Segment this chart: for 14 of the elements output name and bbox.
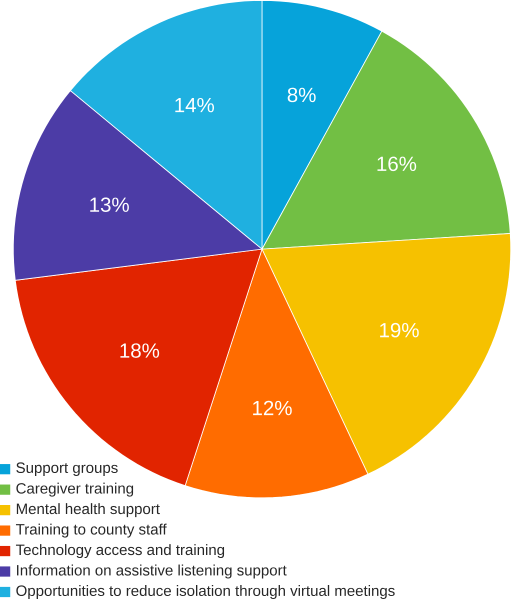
data-label: 19% — [380, 322, 419, 338]
data-label: 13% — [90, 197, 129, 212]
data-label: 14% — [175, 98, 214, 112]
legend-label: Support groups — [16, 462, 118, 476]
legend-label: Technology access and training — [16, 544, 224, 558]
legend-label: Mental health support — [16, 503, 160, 518]
legend-label: Information on assistive listening support — [16, 564, 287, 579]
data-label: 12% — [253, 400, 292, 416]
legend-label: Opportunities to reduce isolation through virtual meetings — [16, 585, 395, 599]
legend-label: Caregiver training — [16, 482, 134, 497]
data-label: 8% — [288, 88, 316, 102]
legend-label: Training to county staff — [16, 524, 167, 538]
data-label: 16% — [377, 156, 416, 172]
data-label: 18% — [120, 343, 160, 358]
